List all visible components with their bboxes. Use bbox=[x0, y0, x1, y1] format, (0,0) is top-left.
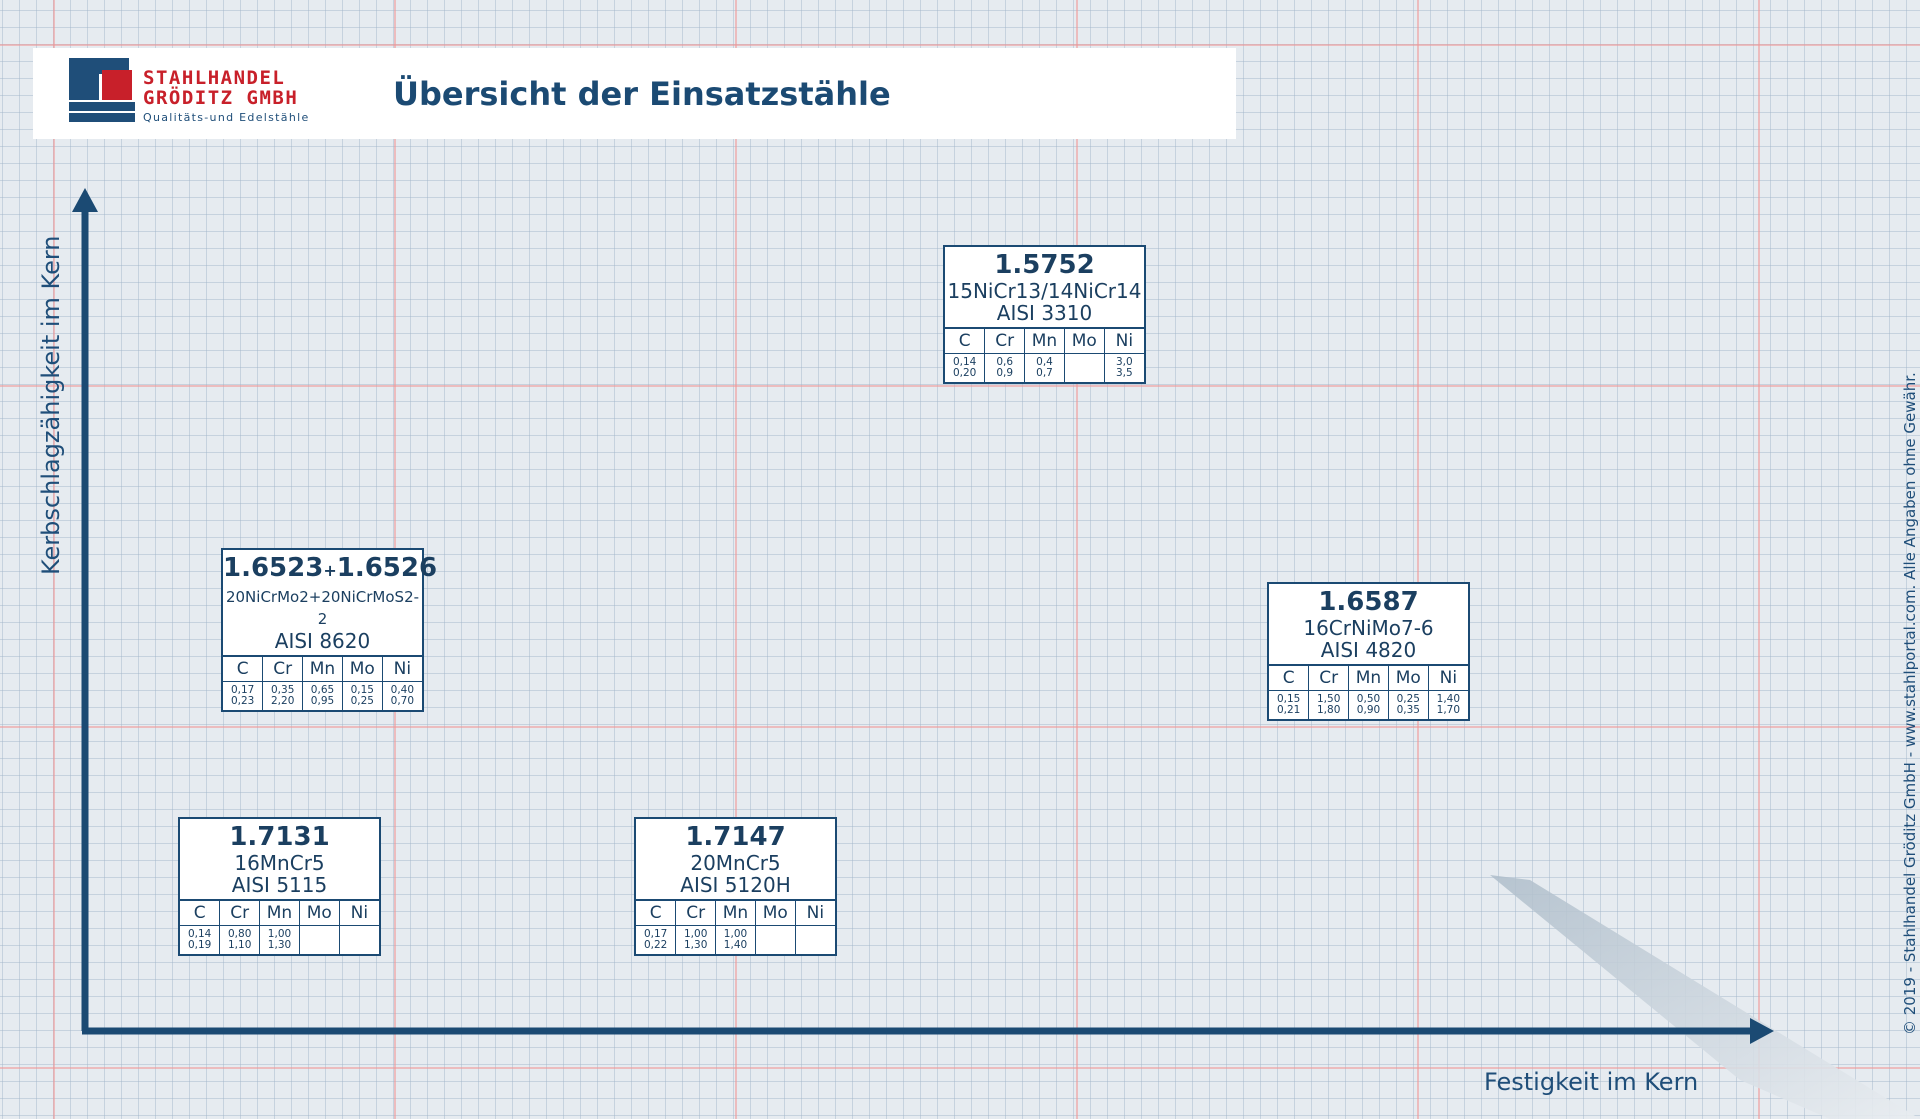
composition-table: C Cr Mn Mo Ni 0,17 0,22 1,00 1,30 1,00 1,40 bbox=[636, 899, 835, 954]
steel-name: 16CrNiMo7-6 bbox=[1303, 616, 1434, 640]
header-cr: Cr bbox=[984, 327, 1026, 354]
steel-name: 16MnCr5 bbox=[234, 851, 325, 875]
value-c: 0,17 0,22 bbox=[636, 925, 677, 954]
company-logo: STAHLHANDEL GRÖDITZ GMBH Qualitäts-und E… bbox=[69, 58, 319, 130]
logo-line-2: GRÖDITZ GMBH bbox=[143, 87, 299, 109]
steel-name: 20NiCrMo2+20NiCrMoS2-2 bbox=[225, 588, 420, 628]
header-mo: Mo bbox=[754, 899, 796, 926]
value-mn: 0,65 0,95 bbox=[302, 681, 343, 710]
composition-table: C Cr Mn Mo Ni 0,14 0,19 0,80 1,10 1,00 1,30 bbox=[180, 899, 379, 954]
header-c: C bbox=[1269, 664, 1310, 691]
composition-table: C Cr Mn Mo Ni 0,17 0,23 0,35 2,20 0,65 0,95… bbox=[223, 655, 422, 710]
x-axis-label: Festigkeit im Kern bbox=[1484, 1068, 1699, 1096]
steel-card-1-6587: 1.6587 16CrNiMo7-6 AISI 4820 C Cr Mn Mo … bbox=[1267, 582, 1470, 721]
steel-card-1-7147: 1.7147 20MnCr5 AISI 5120H C Cr Mn Mo Ni … bbox=[634, 817, 837, 956]
value-cr: 1,50 1,80 bbox=[1308, 690, 1350, 719]
value-c: 0,15 0,21 bbox=[1269, 690, 1310, 719]
page-title: Übersicht der Einsatzstähle bbox=[393, 75, 891, 113]
header-cr: Cr bbox=[262, 655, 304, 682]
copyright-notice: © 2019 - Stahlhandel Gröditz GmbH - www.… bbox=[1901, 372, 1919, 1035]
steel-card-1-5752: 1.5752 15NiCr13/14NiCr14 AISI 3310 C Cr … bbox=[943, 245, 1146, 384]
steel-aisi: AISI 3310 bbox=[996, 301, 1093, 325]
value-c: 0,14 0,19 bbox=[180, 925, 221, 954]
value-c: 0,17 0,23 bbox=[223, 681, 264, 710]
header-ni: Ni bbox=[794, 899, 835, 926]
steel-number: 1.7147 bbox=[685, 822, 786, 852]
value-ni: 1,40 1,70 bbox=[1427, 690, 1468, 719]
value-mo: 0,25 0,35 bbox=[1387, 690, 1429, 719]
logo-mark-icon bbox=[69, 58, 135, 122]
steel-aisi: AISI 8620 bbox=[274, 629, 371, 653]
header-mn: Mn bbox=[302, 655, 343, 682]
header-cr: Cr bbox=[1308, 664, 1350, 691]
value-mn: 1,00 1,30 bbox=[259, 925, 300, 954]
steel-name: 15NiCr13/14NiCr14 bbox=[947, 279, 1142, 303]
header-bar: STAHLHANDEL GRÖDITZ GMBH Qualitäts-und E… bbox=[33, 48, 1236, 139]
x-axis-arrow-icon bbox=[1750, 1018, 1774, 1044]
header-c: C bbox=[223, 655, 264, 682]
value-ni: 0,40 0,70 bbox=[381, 681, 422, 710]
header-mo: Mo bbox=[1063, 327, 1105, 354]
value-ni bbox=[338, 925, 379, 954]
header-mo: Mo bbox=[298, 899, 340, 926]
header-c: C bbox=[180, 899, 221, 926]
steel-card-1-7131: 1.7131 16MnCr5 AISI 5115 C Cr Mn Mo Ni 0… bbox=[178, 817, 381, 956]
value-mn: 1,00 1,40 bbox=[715, 925, 756, 954]
value-cr: 1,00 1,30 bbox=[675, 925, 717, 954]
steel-aisi: AISI 5120H bbox=[680, 873, 791, 897]
value-c: 0,14 0,20 bbox=[945, 353, 986, 382]
value-mo: 0,15 0,25 bbox=[341, 681, 383, 710]
value-mo bbox=[1063, 353, 1105, 382]
composition-table: C Cr Mn Mo Ni 0,14 0,20 0,6 0,9 0,4 0,7 3,0… bbox=[945, 327, 1144, 382]
steel-number: 1.6587 bbox=[1318, 587, 1419, 617]
header-mn: Mn bbox=[1348, 664, 1389, 691]
value-cr: 0,35 2,20 bbox=[262, 681, 304, 710]
value-mn: 0,50 0,90 bbox=[1348, 690, 1389, 719]
header-c: C bbox=[945, 327, 986, 354]
header-ni: Ni bbox=[338, 899, 379, 926]
header-mn: Mn bbox=[1024, 327, 1065, 354]
steel-number: 1.6523+1.6526 bbox=[223, 553, 438, 583]
header-cr: Cr bbox=[219, 899, 261, 926]
steel-name: 20MnCr5 bbox=[690, 851, 781, 875]
value-cr: 0,6 0,9 bbox=[984, 353, 1026, 382]
steel-aisi: AISI 4820 bbox=[1320, 638, 1417, 662]
logo-tagline: Qualitäts-und Edelstähle bbox=[143, 111, 310, 124]
steel-number: 1.5752 bbox=[994, 250, 1095, 280]
header-c: C bbox=[636, 899, 677, 926]
y-axis-arrow-icon bbox=[72, 188, 98, 212]
header-ni: Ni bbox=[381, 655, 422, 682]
value-cr: 0,80 1,10 bbox=[219, 925, 261, 954]
value-mn: 0,4 0,7 bbox=[1024, 353, 1065, 382]
value-mo bbox=[298, 925, 340, 954]
steel-aisi: AISI 5115 bbox=[231, 873, 328, 897]
header-mo: Mo bbox=[341, 655, 383, 682]
header-ni: Ni bbox=[1103, 327, 1144, 354]
y-axis-label: Kerbschlagzähigkeit im Kern bbox=[37, 235, 65, 575]
value-ni bbox=[794, 925, 835, 954]
header-mn: Mn bbox=[715, 899, 756, 926]
value-mo bbox=[754, 925, 796, 954]
logo-line-1: STAHLHANDEL bbox=[143, 67, 286, 89]
steel-card-1-6523: 1.6523+1.6526 20NiCrMo2+20NiCrMoS2-2 AIS… bbox=[221, 548, 438, 712]
header-ni: Ni bbox=[1427, 664, 1468, 691]
composition-table: C Cr Mn Mo Ni 0,15 0,21 1,50 1,80 0,50 0,90… bbox=[1269, 664, 1468, 719]
header-cr: Cr bbox=[675, 899, 717, 926]
header-mn: Mn bbox=[259, 899, 300, 926]
header-mo: Mo bbox=[1387, 664, 1429, 691]
value-ni: 3,0 3,5 bbox=[1103, 353, 1144, 382]
steel-number: 1.7131 bbox=[229, 822, 330, 852]
